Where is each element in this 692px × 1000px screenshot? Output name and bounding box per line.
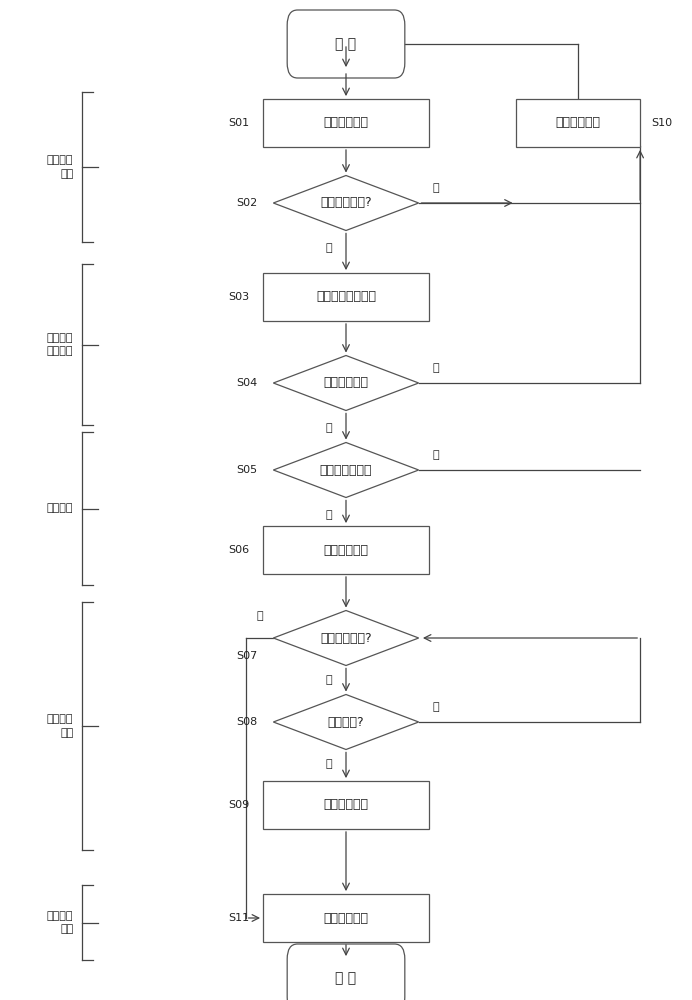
FancyBboxPatch shape xyxy=(516,99,640,147)
FancyBboxPatch shape xyxy=(287,944,405,1000)
Text: 否: 否 xyxy=(432,702,439,712)
Text: S10: S10 xyxy=(652,118,673,128)
Text: 是: 是 xyxy=(256,611,263,621)
Text: 是否执行操作?: 是否执行操作? xyxy=(320,196,372,210)
Text: S03: S03 xyxy=(228,292,249,302)
Text: S01: S01 xyxy=(228,118,249,128)
Text: 显示控制窗口: 显示控制窗口 xyxy=(323,116,369,129)
FancyBboxPatch shape xyxy=(263,526,429,574)
FancyBboxPatch shape xyxy=(263,894,429,942)
Text: S02: S02 xyxy=(237,198,257,208)
Text: 确定操作: 确定操作 xyxy=(47,504,73,514)
Text: 是: 是 xyxy=(325,760,332,770)
Text: 否: 否 xyxy=(325,676,332,686)
Text: S06: S06 xyxy=(228,545,249,555)
Text: 是: 是 xyxy=(325,510,332,520)
Text: 执行操作正确?: 执行操作正确? xyxy=(320,632,372,645)
Text: S04: S04 xyxy=(237,378,257,388)
Text: 关闭操作窗口: 关闭操作窗口 xyxy=(323,912,369,924)
Text: 开 始: 开 始 xyxy=(336,37,356,51)
Text: 确认操作合理性: 确认操作合理性 xyxy=(320,464,372,477)
Text: 否: 否 xyxy=(432,183,439,193)
Text: 结 束: 结 束 xyxy=(336,971,356,985)
Text: 拒动超次?: 拒动超次? xyxy=(328,716,364,728)
Text: 否: 否 xyxy=(432,450,439,460)
Polygon shape xyxy=(273,694,419,750)
FancyBboxPatch shape xyxy=(287,10,405,78)
Text: 是: 是 xyxy=(325,243,332,253)
Text: 等待操作
命令: 等待操作 命令 xyxy=(47,155,73,179)
Text: 是: 是 xyxy=(325,424,332,434)
Text: 输入操作人员信息: 输入操作人员信息 xyxy=(316,290,376,304)
Text: S07: S07 xyxy=(237,651,257,661)
Polygon shape xyxy=(273,356,419,410)
FancyBboxPatch shape xyxy=(263,781,429,829)
Text: S05: S05 xyxy=(237,465,257,475)
Text: 下发操作指令: 下发操作指令 xyxy=(323,544,369,556)
FancyBboxPatch shape xyxy=(263,99,429,147)
Text: S11: S11 xyxy=(228,913,249,923)
FancyBboxPatch shape xyxy=(263,273,429,321)
Text: S09: S09 xyxy=(228,800,249,810)
Text: 检验操作
结果: 检验操作 结果 xyxy=(47,714,73,738)
Polygon shape xyxy=(273,176,419,230)
Text: 验证操作
人员信息: 验证操作 人员信息 xyxy=(47,333,73,356)
Text: 信息是否正确: 信息是否正确 xyxy=(323,376,369,389)
Text: 否: 否 xyxy=(432,363,439,373)
Text: 退出操作
界面: 退出操作 界面 xyxy=(47,911,73,934)
Polygon shape xyxy=(273,442,419,497)
Polygon shape xyxy=(273,610,419,666)
Text: 延时一个时段: 延时一个时段 xyxy=(555,116,601,129)
Text: S08: S08 xyxy=(237,717,257,727)
Text: 放弃操作命令: 放弃操作命令 xyxy=(323,798,369,812)
